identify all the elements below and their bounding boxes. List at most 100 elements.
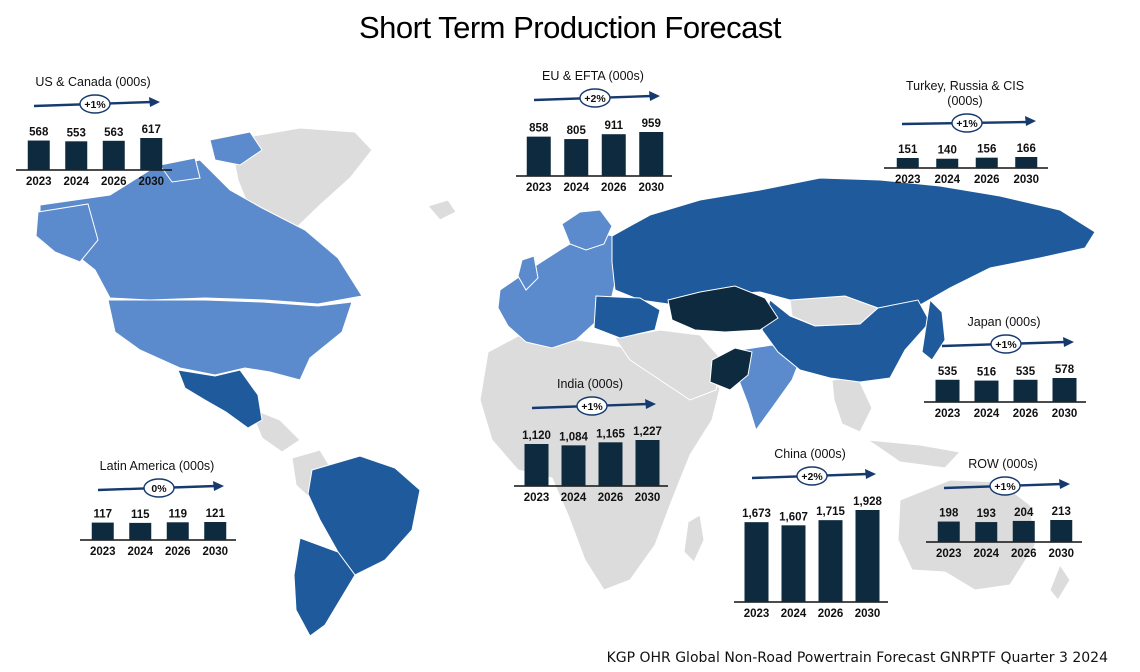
x-tick-label: 2026 [601, 182, 627, 194]
x-tick-label: 2024 [934, 174, 960, 186]
bar [935, 379, 960, 402]
bar [1050, 520, 1073, 542]
bar [936, 158, 959, 168]
bar [598, 442, 623, 486]
chart-title-line: Turkey, Russia & CIS [906, 79, 1024, 93]
x-tick-label: 2023 [936, 548, 962, 560]
bar [1013, 379, 1038, 402]
bar-value-label: 535 [1016, 366, 1036, 378]
x-tick-label: 2024 [63, 176, 89, 188]
bar-value-label: 204 [1014, 507, 1034, 519]
x-tick-label: 2030 [1013, 174, 1039, 186]
bar-value-label: 578 [1055, 364, 1075, 376]
bar-value-label: 553 [67, 127, 86, 139]
bar [781, 525, 806, 602]
growth-label: +1% [995, 339, 1017, 351]
bar-value-label: 1,227 [633, 426, 662, 438]
x-tick-label: 2026 [974, 174, 1000, 186]
growth-arrow-head [1063, 337, 1074, 347]
x-tick-label: 2024 [973, 548, 999, 560]
bar-value-label: 140 [938, 145, 957, 157]
bar [526, 136, 551, 176]
x-tick-label: 2023 [26, 176, 52, 188]
bar-value-label: 1,607 [779, 511, 808, 523]
mini-bar-chart: India (000s) +1% 1,120 2023 1,084 2024 1,165 20… [514, 377, 668, 504]
growth-arrow-head [865, 469, 876, 479]
bar-value-label: 151 [898, 144, 918, 156]
page-title: Short Term Production Forecast [358, 10, 782, 45]
map-region-light [35, 131, 801, 432]
bar [1015, 157, 1038, 168]
growth-arrow-head [1059, 479, 1070, 489]
bar-value-label: 1,715 [816, 506, 845, 518]
bar-value-label: 198 [939, 508, 959, 520]
bar-value-label: 193 [977, 508, 996, 520]
bar [129, 522, 152, 540]
bar [896, 157, 919, 168]
mini-bar-chart: Japan (000s) +1% 535 2023 516 2024 535 2026 578 2… [924, 315, 1086, 420]
x-tick-label: 2023 [895, 174, 921, 186]
bar-value-label: 1,928 [853, 496, 882, 508]
growth-arrow-head [645, 399, 656, 409]
bar [1052, 378, 1077, 402]
panel-us-canada: US & Canada (000s) +1% 568 2023 553 2024 563 20… [8, 68, 178, 190]
panel-china: China (000s) +2% 1,673 2023 1,607 2024 1,715 20… [726, 440, 894, 622]
bar-value-label: 858 [529, 123, 549, 135]
bar [140, 138, 163, 170]
bar [91, 522, 114, 540]
x-tick-label: 2030 [1052, 408, 1078, 420]
bar [204, 522, 227, 540]
x-tick-label: 2030 [138, 176, 164, 188]
bar-value-label: 516 [977, 367, 996, 379]
bar-value-label: 156 [977, 144, 996, 156]
bar [564, 139, 589, 176]
bar [1012, 520, 1035, 542]
bar-value-label: 1,673 [742, 508, 771, 520]
growth-label: +1% [994, 481, 1016, 493]
mini-bar-chart: Turkey, Russia & CIS (000s) +1% 151 2023 140 2… [884, 79, 1048, 186]
panel-eu-efta: EU & EFTA (000s) +2% 858 2023 805 2024 911 2026… [508, 62, 678, 196]
chart-title: China (000s) [774, 447, 846, 461]
growth-badge [143, 478, 175, 498]
growth-badge [990, 334, 1022, 354]
bar-value-label: 117 [93, 509, 112, 521]
x-tick-label: 2030 [638, 182, 664, 194]
chart-title: India (000s) [557, 377, 623, 391]
bar-value-label: 1,120 [522, 430, 551, 442]
bar-value-label: 213 [1052, 506, 1071, 518]
x-tick-label: 2024 [561, 492, 587, 504]
bar-value-label: 563 [104, 127, 123, 139]
bar [975, 157, 998, 168]
bar [639, 132, 664, 176]
bar-value-label: 617 [142, 124, 161, 136]
growth-label: +2% [801, 471, 823, 483]
bar-value-label: 166 [1017, 143, 1036, 155]
mini-bar-chart: US & Canada (000s) +1% 568 2023 553 2024 563 20… [16, 75, 172, 188]
panel-japan: Japan (000s) +1% 535 2023 516 2024 535 2026 578 2… [916, 308, 1092, 422]
x-tick-label: 2024 [563, 182, 589, 194]
x-tick-label: 2026 [101, 176, 127, 188]
growth-badge [796, 466, 828, 486]
bar-value-label: 115 [131, 509, 150, 521]
bar-value-label: 1,084 [559, 431, 588, 443]
bar [601, 134, 626, 176]
growth-badge [989, 476, 1021, 496]
bar [744, 522, 769, 602]
panel-india: India (000s) +1% 1,120 2023 1,084 2024 1,165 20… [506, 370, 674, 506]
bar-value-label: 959 [642, 118, 661, 130]
bar-value-label: 568 [29, 127, 49, 139]
bar-value-label: 911 [604, 120, 623, 132]
chart-title: US & Canada (000s) [35, 75, 150, 89]
chart-title: Latin America (000s) [100, 459, 215, 473]
growth-badge [576, 396, 608, 416]
bar [855, 510, 880, 602]
growth-badge [951, 113, 983, 133]
x-tick-label: 2030 [635, 492, 661, 504]
bar [166, 522, 189, 540]
bar-value-label: 535 [938, 366, 958, 378]
x-tick-label: 2026 [818, 608, 844, 620]
x-tick-label: 2023 [935, 408, 961, 420]
source-footer: KGP OHR Global Non-Road Powertrain Forec… [606, 650, 1108, 666]
x-tick-label: 2026 [1011, 548, 1037, 560]
chart-title: ROW (000s) [968, 457, 1037, 471]
